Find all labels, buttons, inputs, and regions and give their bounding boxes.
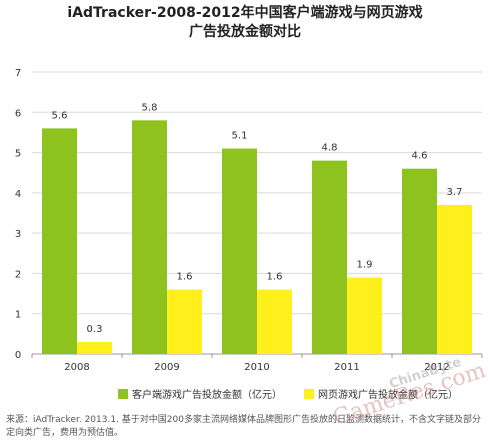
- legend-swatch-web-games: [304, 388, 314, 399]
- legend-label-client-games: 客户端游戏广告投放金额（亿元）: [132, 390, 282, 401]
- x-tick-label: 2010: [244, 362, 269, 373]
- legend: 客户端游戏广告投放金额（亿元） 网页游戏广告投放金额（亿元）: [118, 386, 480, 401]
- data-label: 4.8: [322, 143, 338, 154]
- source-note: 来源：iAdTracker. 2013.1. 基于对中国200多家主流网络媒体品…: [6, 415, 481, 438]
- data-label: 1.9: [357, 259, 373, 270]
- bars: [42, 120, 472, 354]
- legend-swatch-client-games: [118, 388, 128, 399]
- data-label: 3.7: [447, 187, 463, 198]
- x-tick-label: 2011: [334, 362, 359, 373]
- legend-item-client-games: 客户端游戏广告投放金额（亿元）: [118, 386, 282, 401]
- x-tick-label: 2012: [424, 362, 449, 373]
- y-tick-label: 3: [15, 229, 21, 240]
- y-tick-label: 0: [15, 350, 21, 361]
- y-tick-label: 6: [15, 108, 21, 119]
- bar-web-games: [77, 341, 112, 354]
- bar-web-games: [437, 204, 472, 354]
- data-label: 5.6: [52, 110, 68, 121]
- data-labels: 5.6 0.3 5.8 1.6 5.1 1.6 4.8 1.9 4.6 3.7: [52, 102, 463, 335]
- y-tick-label: 7: [15, 68, 21, 79]
- legend-item-web-games: 网页游戏广告投放金额（亿元）: [304, 386, 458, 401]
- legend-label-web-games: 网页游戏广告投放金额（亿元）: [318, 390, 458, 401]
- y-tick-label: 5: [15, 149, 21, 160]
- bar-client-games: [312, 160, 347, 354]
- chart-title-line2: 广告投放金额对比: [189, 24, 301, 40]
- y-tick-label: 1: [15, 310, 21, 321]
- data-label: 4.6: [412, 151, 428, 162]
- data-label: 1.6: [267, 272, 283, 283]
- bar-client-games: [42, 128, 77, 354]
- bar-web-games: [347, 277, 382, 354]
- chart-title: iAdTracker-2008-2012年中国客户端游戏与网页游戏 广告投放金额…: [0, 4, 490, 42]
- bar-client-games: [132, 120, 167, 354]
- chart-title-line1: iAdTracker-2008-2012年中国客户端游戏与网页游戏: [67, 5, 423, 21]
- bar-client-games: [402, 168, 437, 354]
- bar-web-games: [257, 289, 292, 354]
- data-label: 1.6: [177, 272, 193, 283]
- data-label: 0.3: [87, 324, 103, 335]
- data-label: 5.1: [232, 131, 248, 142]
- x-tick-label: 2008: [64, 362, 89, 373]
- bar-client-games: [222, 148, 257, 354]
- bar-web-games: [167, 289, 202, 354]
- y-tick-label: 4: [15, 189, 21, 200]
- y-tick-label: 2: [15, 269, 21, 280]
- x-tick-label: 2009: [154, 362, 179, 373]
- data-label: 5.8: [142, 102, 158, 113]
